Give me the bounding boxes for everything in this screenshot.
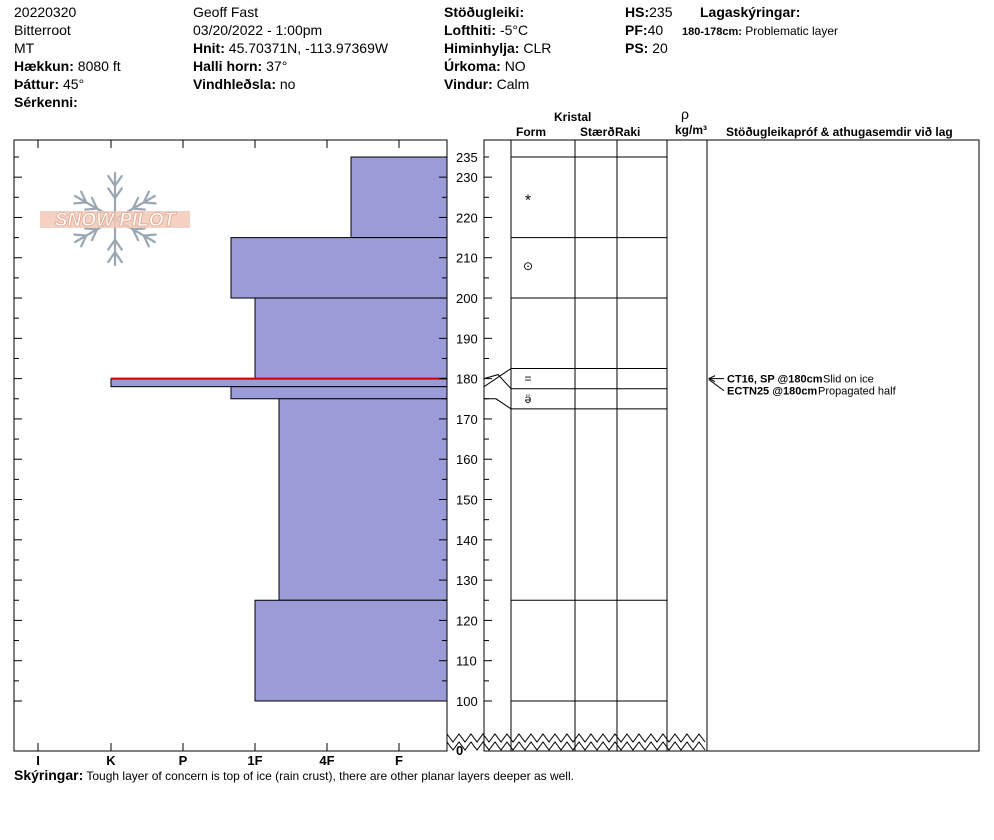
- grain-form-symbol: ⊙: [523, 259, 533, 273]
- grain-form-symbol: ӛ: [525, 392, 532, 406]
- stability-test-comment: Slid on ice: [823, 374, 874, 386]
- sky-cover: Himinhylja: CLR: [444, 40, 552, 56]
- features-label: Sérkenni:: [14, 94, 78, 110]
- axis-break: [446, 741, 706, 751]
- hardness-layer-3: [110, 378, 448, 388]
- notes: Skýringar: Tough layer of concern is top…: [14, 767, 574, 783]
- y-tick-label: 110: [456, 654, 477, 669]
- density-unit: kg/m³: [675, 123, 708, 137]
- y-tick-label: 150: [456, 493, 478, 508]
- layer-table-frame: [483, 139, 980, 752]
- obs-datetime: 03/20/2022 - 1:00pm: [193, 22, 323, 38]
- hardness-frame: [13, 139, 448, 752]
- moisture-header: Raki: [615, 125, 641, 139]
- air-temp: Lofthiti: -5°C: [444, 22, 529, 38]
- snow-height: HS:235: [625, 4, 673, 20]
- obs-date: 20220320: [14, 4, 77, 20]
- ski-penetration: PS: 20: [625, 40, 668, 56]
- stability-test-comment: Propagated half: [818, 386, 897, 398]
- aspect: Þáttur: 45°: [14, 76, 85, 92]
- layer-connector: [483, 368, 512, 388]
- wind-loading: Vindhleðsla: no: [193, 76, 296, 92]
- y-tick-label: 140: [456, 533, 478, 548]
- y-tick-label: 120: [456, 613, 478, 628]
- y-tick-label: 210: [456, 251, 478, 266]
- layer-connector: [484, 398, 512, 410]
- y-tick-label: 200: [456, 291, 478, 306]
- crystal-header: Kristal: [554, 110, 592, 124]
- hardness-label: P: [179, 753, 188, 768]
- y-tick-label-zero: 0: [456, 743, 463, 758]
- y-tick-label: 180: [456, 372, 478, 387]
- coordinates: Hnit: 45.70371N, -113.97369W: [193, 40, 389, 56]
- hardness-layer-2: [254, 297, 448, 380]
- y-tick-label: 230: [456, 170, 478, 185]
- mountain-range: Bitterroot: [14, 22, 71, 38]
- grain-form-symbol: *: [525, 192, 531, 209]
- y-tick-label: 170: [456, 412, 478, 427]
- stability-test-result: ECTN25 @180cm: [727, 386, 817, 398]
- hardness-label: F: [395, 753, 403, 768]
- y-tick-label: 100: [456, 694, 478, 709]
- axis-break: [446, 733, 706, 743]
- y-tick-label: 235: [456, 150, 478, 165]
- hardness-layer-5: [278, 398, 448, 601]
- layer-connector: [483, 374, 512, 390]
- y-tick-label: 220: [456, 210, 478, 225]
- state: MT: [14, 40, 35, 56]
- snowpilot-logo: SNOW PILOT: [40, 171, 190, 267]
- observer: Geoff Fast: [193, 4, 259, 20]
- precipitation: Úrkoma: NO: [444, 58, 526, 74]
- slope-angle: Halli horn: 37°: [193, 58, 288, 74]
- form-header: Form: [516, 125, 546, 139]
- test-arrow: [708, 379, 725, 392]
- hardness-label: 1F: [247, 753, 262, 768]
- layer-note: 180-178cm: Problematic layer: [682, 24, 838, 38]
- hardness-label: I: [36, 753, 40, 768]
- hardness-layer-6: [254, 599, 448, 702]
- y-tick-label: 130: [456, 573, 478, 588]
- hardness-label: K: [106, 753, 116, 768]
- hardness-layer-4: [230, 386, 448, 400]
- hardness-layer-0: [350, 156, 448, 239]
- hardness-layer-1: [230, 237, 448, 299]
- logo-text: SNOW PILOT: [55, 210, 177, 231]
- foot-penetration: PF:40: [625, 22, 664, 38]
- stability-test-result: CT16, SP @180cm: [727, 374, 823, 386]
- density-symbol: ρ: [681, 106, 689, 122]
- layer-notes-label: Lagaskýringar:: [700, 4, 801, 20]
- elevation: Hækkun: 8080 ft: [14, 58, 121, 74]
- y-tick-label: 190: [456, 331, 478, 346]
- wind: Vindur: Calm: [444, 76, 530, 92]
- tests-header: Stöðugleikapróf & athugasemdir við lag: [726, 125, 953, 139]
- y-tick-label: 160: [456, 452, 478, 467]
- grain-form-symbol: =: [524, 372, 531, 386]
- test-arrow-head: [707, 375, 716, 383]
- size-header: Stærð: [580, 125, 615, 139]
- stability-label: Stöðugleiki:: [444, 4, 525, 20]
- hardness-label: 4F: [319, 753, 334, 768]
